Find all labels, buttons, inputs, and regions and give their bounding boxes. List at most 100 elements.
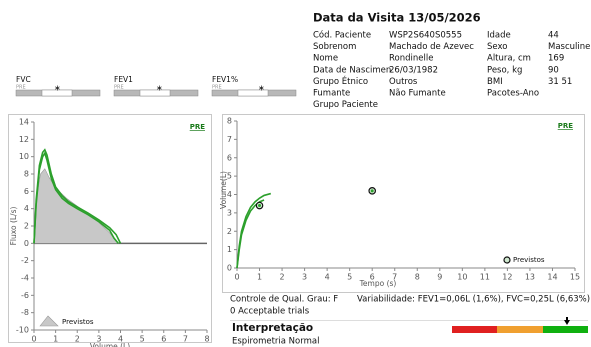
legend-swatch <box>39 315 59 327</box>
y-tick-label: 5 <box>227 172 232 181</box>
field-label: Fumante <box>313 89 350 99</box>
trial-curve <box>33 148 122 244</box>
y-tick-label: 0 <box>227 264 232 273</box>
field-label: Idade <box>487 31 511 41</box>
x-tick-label: 6 <box>161 335 166 344</box>
x-tick-label: 2 <box>75 335 80 344</box>
y-tick-label: 8 <box>24 170 29 179</box>
gauge-sub: PRE <box>16 85 26 91</box>
x-tick-label: 5 <box>347 273 352 282</box>
pre-badge: PRE <box>558 122 574 130</box>
field-value: 90 <box>548 65 559 75</box>
x-tick-label: 2 <box>280 273 285 282</box>
y-tick-label: -6 <box>21 291 29 300</box>
gauge-marker: ∗ <box>54 84 61 93</box>
x-tick-label: 13 <box>525 273 535 282</box>
field-label: Sobrenom <box>313 42 356 52</box>
field-label: Nome <box>313 54 338 64</box>
field-label: BMI <box>487 77 503 87</box>
trial-curve <box>236 199 265 269</box>
x-tick-label: 15 <box>570 273 580 282</box>
predicted-point-core <box>258 204 262 208</box>
x-tick-label: 12 <box>502 273 512 282</box>
x-tick-label: 4 <box>118 335 123 344</box>
x-tick-label: 1 <box>53 335 58 344</box>
severity-bar <box>452 317 588 333</box>
x-tick-label: 5 <box>140 335 145 344</box>
field-label: Grupo Paciente <box>313 100 378 110</box>
y-tick-label: 14 <box>19 118 29 127</box>
severity-arrow <box>564 317 570 325</box>
field-value: Machado de Azevec <box>389 42 474 52</box>
y-tick-label: -2 <box>21 256 29 265</box>
field-label: Sexo <box>487 42 507 52</box>
gauge-label: FEV1 <box>114 75 133 84</box>
flow-panel <box>8 114 212 343</box>
x-tick-label: 11 <box>480 273 490 282</box>
gauge-normal <box>139 89 171 97</box>
acceptable-trials: 0 Acceptable trials <box>230 307 310 317</box>
visit-title: Data da Visita 13/05/2026 <box>313 11 481 25</box>
gauge-label: FVC <box>16 75 31 84</box>
y-tick-label: 0 <box>24 239 29 248</box>
legend-label: Previstos <box>513 256 545 264</box>
y-tick-label: 7 <box>227 135 232 144</box>
gauge-marker: ∗ <box>258 84 265 93</box>
x-tick-label: 0 <box>31 335 36 344</box>
x-tick-label: 6 <box>370 273 375 282</box>
gauge-marker: ∗ <box>156 84 163 93</box>
pre-badge: PRE <box>190 123 206 131</box>
y-tick-label: 6 <box>24 187 29 196</box>
trial-curve <box>33 151 119 244</box>
field-value: Masculine <box>548 42 590 52</box>
field-label: Pacotes-Ano <box>487 89 539 99</box>
y-tick-label: 10 <box>19 152 29 161</box>
y-tick-label: 3 <box>227 208 232 217</box>
y-tick-label: -10 <box>16 326 29 335</box>
field-value: 169 <box>548 54 564 64</box>
legend-swatch <box>503 256 511 264</box>
x-tick-label: 10 <box>457 273 467 282</box>
field-value: Rondinelle <box>389 54 433 64</box>
y-tick-label: -4 <box>21 274 29 283</box>
x-tick-label: 14 <box>547 273 557 282</box>
time-panel <box>222 114 585 293</box>
y-tick-label: 6 <box>227 153 232 162</box>
x-tick-label: 7 <box>183 335 188 344</box>
y-tick-label: 4 <box>24 204 29 213</box>
x-tick-label: 1 <box>257 273 262 282</box>
x-tick-label: 9 <box>437 273 442 282</box>
y-tick-label: 4 <box>227 190 232 199</box>
x-tick-label: 8 <box>415 273 420 282</box>
quality-grade: Controle de Qual. Grau: F <box>230 295 338 305</box>
y-tick-label: 12 <box>19 135 29 144</box>
y-tick-label: -8 <box>21 308 29 317</box>
y-tick-label: 1 <box>227 245 232 254</box>
interpretation-title: Interpretação <box>232 322 313 334</box>
field-value: Não Fumante <box>389 89 446 99</box>
x-tick-label: 8 <box>204 335 209 344</box>
gauge-normal <box>41 89 73 97</box>
y-tick-label: 2 <box>24 222 29 231</box>
field-label: Cód. Paciente <box>313 30 371 41</box>
x-tick-label: 3 <box>96 335 101 344</box>
field-label: Altura, cm <box>487 54 531 64</box>
field-label: Data de Nascimen <box>313 65 391 75</box>
severity-red <box>452 326 497 333</box>
gauge-label: FEV1% <box>212 75 238 84</box>
interpretation-text: Espirometria Normal <box>232 337 319 347</box>
field-value: 31 51 <box>548 77 572 87</box>
y-tick-label: 8 <box>227 117 232 126</box>
variability: Variabilidade: FEV1=0,06L (1,6%), FVC=0,… <box>357 295 590 305</box>
x-tick-label: 3 <box>302 273 307 282</box>
field-value: Outros <box>389 77 418 87</box>
field-label: Peso, kg <box>487 65 522 75</box>
gauge-sub: PRE <box>114 85 124 91</box>
gauge-sub: PRE <box>212 85 222 91</box>
field-label: Grupo Étnico <box>313 75 368 87</box>
x-tick-label: 4 <box>325 273 330 282</box>
